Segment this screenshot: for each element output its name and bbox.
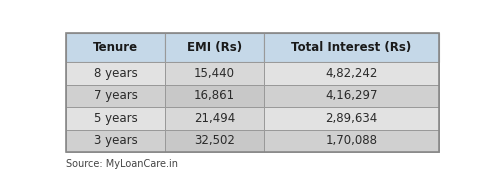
Text: 21,494: 21,494 (194, 112, 235, 125)
Text: 4,82,242: 4,82,242 (325, 67, 377, 80)
Bar (66, 62, 165, 84)
Bar (66, 84, 165, 107)
Bar (165, 84, 264, 107)
Bar (165, 107, 264, 130)
Text: 3 years: 3 years (93, 134, 137, 147)
Bar (264, 33, 439, 62)
Bar (66, 33, 165, 62)
Bar (165, 33, 264, 62)
Text: 32,502: 32,502 (194, 134, 235, 147)
Bar (165, 62, 264, 84)
Bar (264, 62, 439, 84)
Text: 2,89,634: 2,89,634 (325, 112, 377, 125)
Text: 8 years: 8 years (93, 67, 137, 80)
Text: Total Interest (Rs): Total Interest (Rs) (291, 41, 411, 54)
Text: 15,440: 15,440 (194, 67, 235, 80)
Text: Tenure: Tenure (93, 41, 138, 54)
Bar (66, 130, 165, 152)
Bar (264, 107, 439, 130)
Bar (264, 130, 439, 152)
Text: EMI (Rs): EMI (Rs) (187, 41, 242, 54)
Text: 7 years: 7 years (93, 89, 137, 102)
Bar (165, 130, 264, 152)
Text: 4,16,297: 4,16,297 (325, 89, 377, 102)
Text: 5 years: 5 years (93, 112, 137, 125)
Bar (66, 33, 439, 152)
Bar (264, 84, 439, 107)
Bar (66, 107, 165, 130)
Text: 16,861: 16,861 (194, 89, 235, 102)
Text: Source: MyLoanCare.in: Source: MyLoanCare.in (66, 160, 178, 170)
Text: 1,70,088: 1,70,088 (325, 134, 377, 147)
